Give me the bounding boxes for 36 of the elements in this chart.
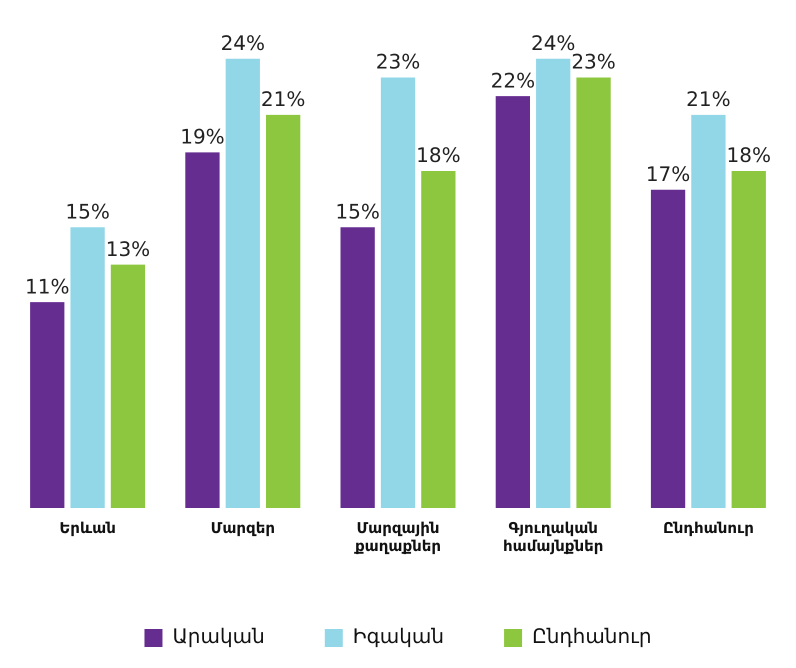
x-tick-label: Գյուղական համայնքներ: [503, 518, 604, 555]
data-label: 23%: [376, 50, 420, 74]
data-label: 18%: [416, 143, 461, 168]
data-label: 21%: [260, 87, 306, 112]
bar: [70, 227, 105, 508]
x-tick-label: Երևան: [59, 518, 116, 537]
bar: [576, 77, 611, 508]
data-label: 18%: [726, 143, 771, 168]
bar: [536, 58, 570, 508]
legend-label: Ընդհանուր: [532, 624, 652, 648]
bar: [380, 77, 416, 508]
bar: [340, 227, 375, 508]
x-tick-label: Մարզեր: [210, 518, 275, 537]
bar: [496, 96, 530, 508]
legend-label: Իգական: [352, 624, 444, 648]
bar: [30, 302, 64, 508]
data-label: 15%: [65, 199, 110, 224]
bar: [650, 190, 686, 508]
bar: [110, 264, 146, 508]
x-tick-label: Մարզային քաղաքներ: [354, 518, 442, 555]
data-label: 24%: [220, 30, 266, 55]
bar: [691, 114, 726, 508]
data-label: 13%: [106, 236, 150, 261]
data-label: 11%: [25, 274, 70, 298]
data-label: 17%: [646, 162, 690, 186]
data-label: 15%: [335, 199, 380, 224]
bar: [732, 171, 766, 508]
bar: [266, 114, 300, 508]
data-label: 22%: [490, 68, 536, 92]
bar: [226, 58, 260, 508]
data-label: 19%: [180, 124, 225, 149]
legend-label: Արական: [172, 624, 265, 648]
x-tick-label: Ընդհանուր: [662, 518, 754, 537]
data-label: 21%: [686, 87, 731, 112]
bar: [185, 152, 220, 508]
bar: [421, 171, 456, 508]
